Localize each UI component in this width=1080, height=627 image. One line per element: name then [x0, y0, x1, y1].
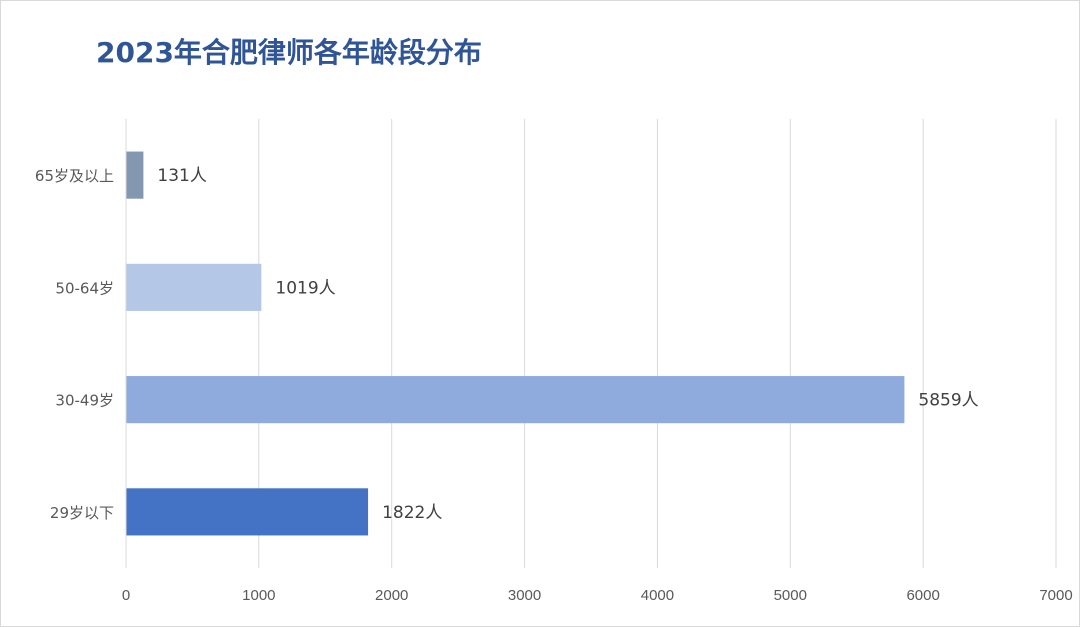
chart-title: 2023年合肥律师各年龄段分布 [96, 36, 482, 69]
x-tick-label: 0 [122, 587, 130, 604]
x-tick-label: 5000 [774, 587, 807, 604]
category-label: 65岁及以上 [35, 167, 114, 185]
grid-lines [258, 119, 1057, 568]
data-label: 1019人 [275, 278, 335, 298]
x-tick-label: 6000 [906, 587, 939, 604]
data-label: 131人 [157, 166, 206, 186]
category-label: 30-49岁 [55, 392, 114, 410]
axes: 0 1000 2000 3000 4000 5000 6000 7000 [122, 119, 1073, 604]
bars [126, 151, 905, 536]
category-label: 50-64岁 [55, 279, 114, 297]
category-label: 29岁以下 [50, 504, 114, 522]
bar-0 [126, 151, 144, 199]
x-tick-label: 1000 [242, 587, 275, 604]
x-tick-label: 7000 [1039, 587, 1072, 604]
x-tick-label: 2000 [375, 587, 408, 604]
bar-3 [126, 488, 369, 536]
bar-1 [126, 263, 262, 311]
x-tick-label: 4000 [641, 587, 674, 604]
x-tick-label: 3000 [508, 587, 541, 604]
labels: 65岁及以上 131人 50-64岁 1019人 30-49岁 5859人 29岁以下 182… [35, 166, 979, 523]
bar-2 [126, 376, 905, 424]
data-label: 5859人 [918, 391, 978, 411]
data-label: 1822人 [382, 503, 442, 523]
